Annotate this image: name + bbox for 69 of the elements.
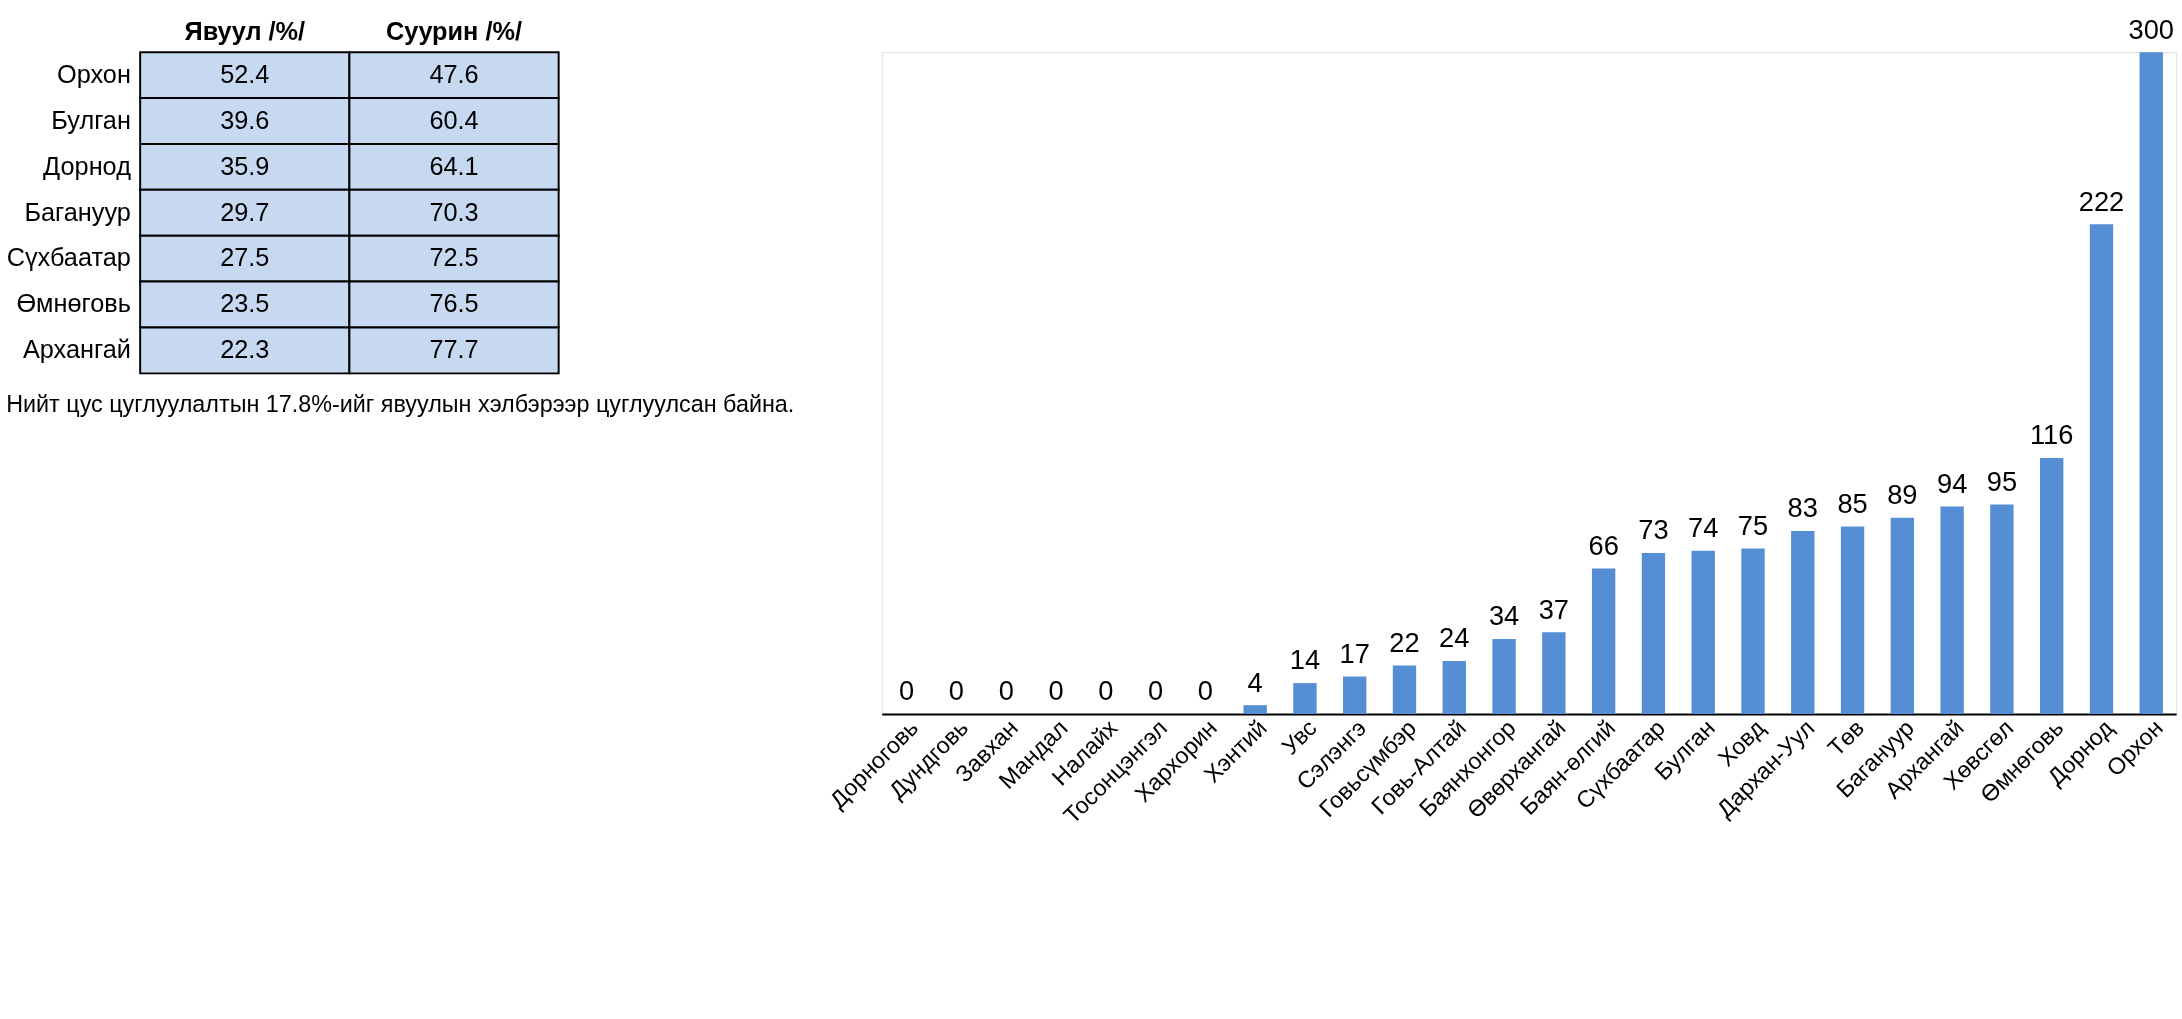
y-tick-label: Архангай bbox=[22, 335, 131, 364]
data-label: 23.5 bbox=[220, 289, 270, 318]
data-label: 94 bbox=[1936, 467, 1968, 499]
y-tick-label: Өмнөговь bbox=[16, 289, 131, 318]
data-label: 37 bbox=[1538, 593, 1570, 625]
bar bbox=[1741, 548, 1765, 714]
bar bbox=[1392, 665, 1417, 714]
data-label: 27.5 bbox=[220, 243, 270, 272]
bar bbox=[1890, 517, 1915, 714]
data-label: 0 bbox=[1098, 675, 1114, 707]
data-label: 74 bbox=[1688, 512, 1719, 544]
y-tick-label: Сүхбаатар bbox=[6, 243, 131, 272]
data-label: 4 bbox=[1247, 666, 1263, 698]
data-label: 77.7 bbox=[429, 335, 479, 364]
data-label: 72.5 bbox=[429, 243, 479, 272]
bar bbox=[1840, 526, 1865, 714]
data-label: 0 bbox=[948, 675, 965, 707]
bar bbox=[1492, 638, 1516, 714]
bar bbox=[1641, 552, 1666, 714]
data-label: 24 bbox=[1439, 622, 1470, 654]
data-label: 47.6 bbox=[429, 59, 479, 88]
bar bbox=[1243, 705, 1267, 714]
bar bbox=[1591, 568, 1616, 714]
data-label: 66 bbox=[1588, 529, 1619, 561]
data-label: 75 bbox=[1737, 509, 1769, 541]
bar bbox=[2139, 52, 2163, 714]
data-label: 64.1 bbox=[429, 151, 479, 180]
data-label: 29.7 bbox=[220, 197, 270, 226]
bar bbox=[1791, 530, 1815, 714]
data-label: 52.4 bbox=[220, 59, 270, 88]
data-label: 0 bbox=[1147, 675, 1164, 707]
data-label: 0 bbox=[899, 675, 915, 707]
bar bbox=[1343, 676, 1367, 714]
data-label: 76.5 bbox=[429, 289, 479, 318]
bar bbox=[1293, 683, 1317, 714]
data-label: 85 bbox=[1837, 487, 1868, 519]
data-label: 34 bbox=[1488, 600, 1520, 632]
data-label: 70.3 bbox=[429, 197, 479, 226]
y-tick-label: Орхон bbox=[57, 59, 131, 88]
data-label: 17 bbox=[1339, 637, 1370, 669]
x-tick-label: Явуул /%/ bbox=[184, 17, 306, 46]
data-label: 300 bbox=[2128, 13, 2174, 45]
y-tick-label: Дорнод bbox=[43, 151, 132, 180]
text: Нийт цус цуглуулалтын 17.8%-ийг явуулын хэлбэрээр цуглуулсан байна. bbox=[6, 391, 795, 418]
bar bbox=[1442, 661, 1466, 714]
bar bbox=[2040, 458, 2064, 714]
data-label: 14 bbox=[1289, 644, 1321, 676]
bar bbox=[1990, 504, 2014, 714]
data-label: 116 bbox=[2029, 419, 2074, 451]
y-tick-label: Булган bbox=[51, 105, 131, 134]
bar bbox=[1691, 550, 1715, 714]
data-label: 22.3 bbox=[220, 335, 270, 364]
bar bbox=[1940, 506, 1964, 714]
bar bbox=[1542, 632, 1566, 714]
x-tick-label: Суурин /%/ bbox=[386, 17, 522, 46]
y-tick-label: Багануур bbox=[24, 197, 131, 226]
data-label: 0 bbox=[1048, 675, 1064, 707]
data-label: 60.4 bbox=[429, 105, 479, 134]
data-label: 22 bbox=[1389, 626, 1420, 658]
data-label: 39.6 bbox=[220, 105, 270, 134]
data-label: 35.9 bbox=[220, 151, 270, 180]
data-label: 83 bbox=[1787, 492, 1818, 524]
data-label: 89 bbox=[1887, 479, 1918, 511]
data-label: 0 bbox=[998, 675, 1014, 707]
data-label: 73 bbox=[1638, 514, 1669, 546]
data-label: 222 bbox=[2078, 185, 2125, 217]
data-label: 95 bbox=[1986, 465, 2018, 497]
data-label: 0 bbox=[1197, 675, 1213, 707]
bar bbox=[2089, 224, 2114, 714]
